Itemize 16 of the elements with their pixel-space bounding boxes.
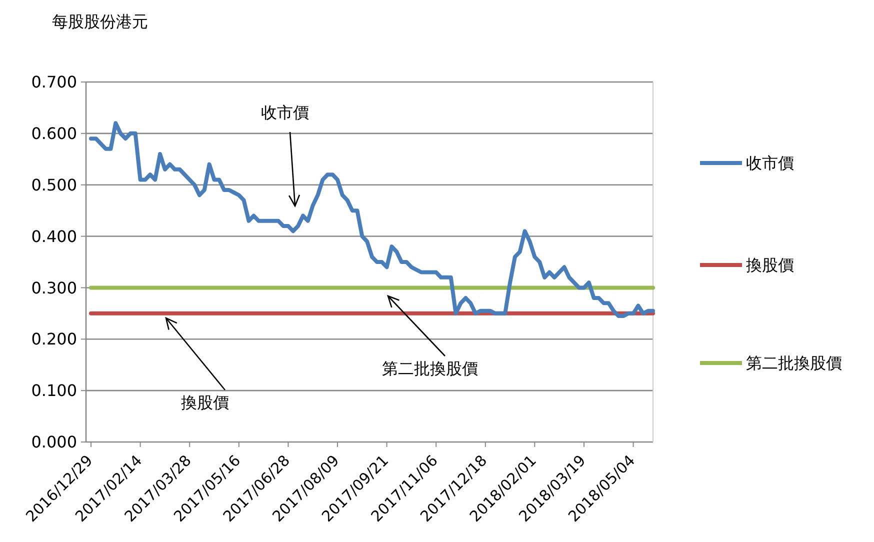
annotation: 收市價 (261, 103, 309, 122)
legend-label: 第二批換股價 (746, 354, 842, 373)
y-tick-label: 0.500 (31, 175, 77, 194)
y-tick-label: 0.600 (31, 124, 77, 144)
line-series (89, 121, 655, 318)
y-tick-label: 0.300 (31, 278, 77, 298)
y-tick-label: 0.000 (31, 432, 77, 452)
y-tick-label: 0.100 (31, 381, 77, 400)
legend-label: 收市價 (746, 154, 794, 173)
y-axis-title: 每股股份港元 (52, 12, 148, 31)
y-tick-label: 0.400 (31, 226, 77, 246)
y-tick-label: 0.700 (31, 72, 77, 92)
legend-label: 換股價 (746, 256, 794, 275)
y-tick-label: 0.200 (31, 330, 77, 349)
annotation: 第二批換股價 (382, 359, 478, 378)
annotation: 換股價 (181, 393, 229, 412)
